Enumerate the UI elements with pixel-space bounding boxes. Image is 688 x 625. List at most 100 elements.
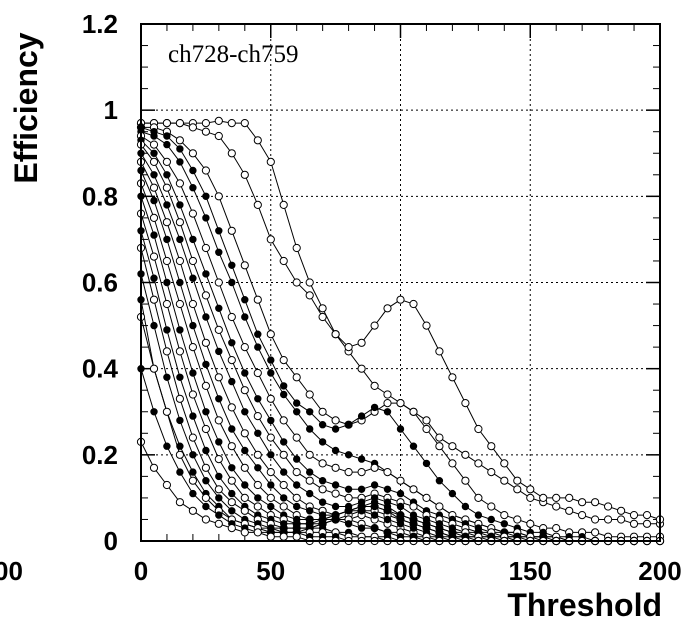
data-point: [215, 511, 223, 519]
data-point: [214, 192, 223, 201]
data-point: [344, 451, 353, 459]
data-point: [163, 235, 171, 244]
data-point: [318, 438, 327, 446]
data-point: [306, 507, 314, 515]
data-point: [370, 321, 379, 330]
data-point: [241, 369, 249, 377]
data-point: [292, 373, 301, 382]
data-point: [383, 515, 392, 524]
data-point: [189, 489, 197, 498]
y-tick-label: 0.2: [82, 440, 118, 470]
data-point: [214, 116, 223, 126]
data-point: [474, 493, 483, 502]
data-point: [344, 421, 353, 429]
stray-x-tick-label: 00: [0, 556, 23, 586]
data-point: [188, 149, 197, 158]
data-point: [279, 450, 288, 459]
data-point: [241, 296, 249, 304]
data-point: [267, 369, 275, 377]
data-point: [461, 502, 470, 511]
data-point: [215, 304, 223, 312]
data-point: [280, 382, 288, 390]
x-tick-label: 100: [379, 556, 422, 586]
data-point: [188, 390, 197, 399]
data-point: [344, 493, 353, 502]
data-point: [461, 399, 470, 408]
data-point: [435, 477, 444, 485]
data-point: [604, 502, 613, 511]
data-point: [306, 468, 314, 476]
data-point: [188, 123, 197, 132]
data-point: [280, 390, 288, 399]
data-point: [189, 321, 197, 330]
data-point: [383, 468, 392, 477]
data-point: [188, 343, 197, 352]
data-point: [448, 442, 457, 451]
data-point: [267, 356, 275, 364]
data-point: [318, 304, 327, 313]
data-point: [188, 433, 197, 442]
data-point: [331, 446, 340, 455]
data-point: [201, 381, 210, 390]
data-point: [474, 511, 483, 519]
data-point: [279, 256, 288, 266]
data-point: [150, 408, 158, 416]
data-point: [201, 424, 210, 434]
data-point: [642, 519, 652, 528]
data-point: [383, 399, 392, 408]
data-point: [150, 274, 158, 282]
data-point: [214, 416, 223, 425]
data-point: [201, 119, 210, 128]
data-point: [422, 493, 431, 502]
data-point: [215, 395, 223, 403]
y-tick-label: 0.8: [82, 181, 118, 211]
data-point: [228, 261, 236, 269]
data-point: [513, 485, 522, 494]
data-point: [267, 416, 275, 425]
data-point: [253, 412, 262, 421]
data-point: [267, 481, 275, 489]
data-point: [214, 455, 223, 464]
data-point: [202, 360, 210, 369]
data-point: [292, 532, 301, 541]
data-point: [240, 119, 249, 128]
data-point: [201, 127, 210, 136]
x-tick-labels: 0 50 100 150 200: [134, 556, 682, 586]
data-point: [565, 506, 574, 515]
data-point: [175, 136, 184, 145]
data-point: [526, 485, 535, 494]
y-tick-label: 0.4: [82, 354, 119, 384]
data-point: [214, 519, 223, 528]
data-point: [215, 472, 223, 481]
y-tick-labels: 0 0.2 0.4 0.6 0.8 1 1.2: [82, 9, 119, 556]
data-point: [292, 468, 301, 477]
data-point: [189, 166, 197, 175]
data-point: [202, 192, 210, 201]
data-point: [162, 480, 171, 490]
data-point: [591, 528, 600, 537]
data-point: [227, 356, 236, 365]
data-point: [253, 136, 262, 145]
plot-frame: [140, 23, 661, 542]
data-point: [163, 373, 171, 381]
data-point: [176, 468, 184, 476]
data-point: [500, 520, 508, 528]
data-point: [176, 278, 184, 287]
data-point: [331, 463, 340, 472]
data-point: [201, 166, 210, 175]
data-point: [383, 507, 392, 515]
data-point: [240, 493, 249, 502]
data-point: [292, 493, 301, 502]
data-point: [150, 196, 158, 205]
data-point: [357, 485, 366, 493]
data-point: [539, 493, 548, 502]
data-point: [318, 477, 327, 485]
data-point: [253, 368, 262, 378]
data-point: [162, 218, 171, 227]
data-point: [357, 412, 366, 420]
data-point: [306, 489, 314, 498]
data-point: [487, 442, 496, 451]
data-point: [162, 256, 171, 266]
data-point: [215, 227, 223, 235]
data-point: [591, 498, 600, 507]
